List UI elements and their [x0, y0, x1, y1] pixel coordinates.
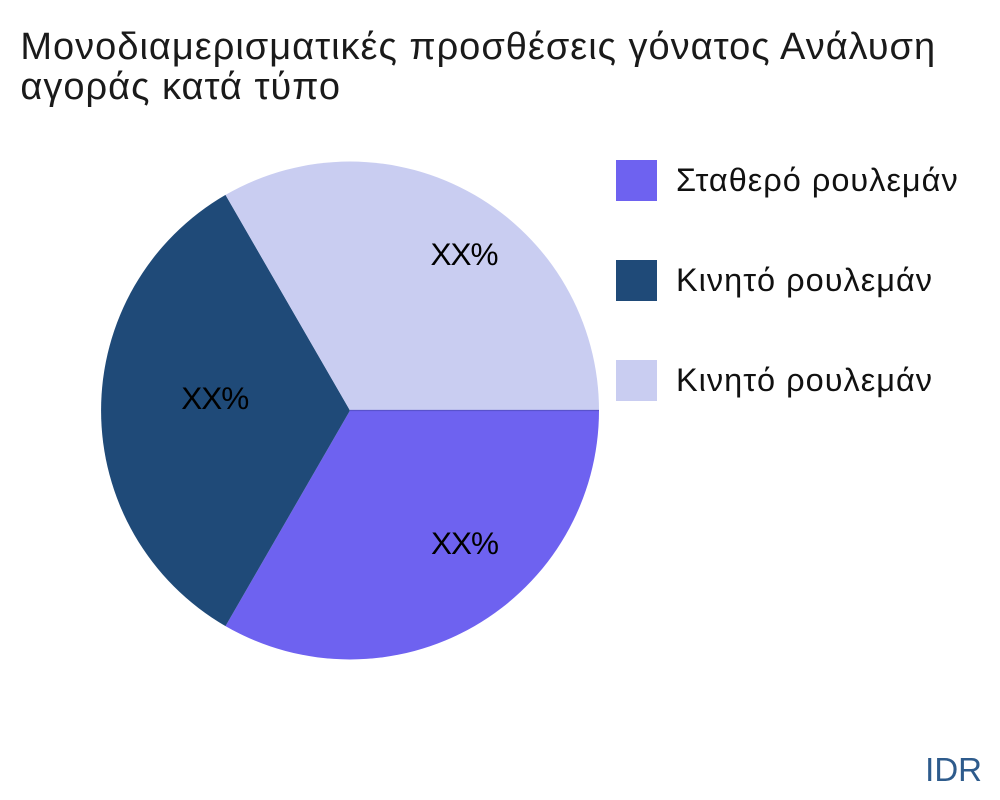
svg-text:XX%: XX%	[430, 236, 497, 272]
svg-text:XX%: XX%	[431, 525, 498, 561]
svg-text:XX%: XX%	[181, 380, 248, 416]
